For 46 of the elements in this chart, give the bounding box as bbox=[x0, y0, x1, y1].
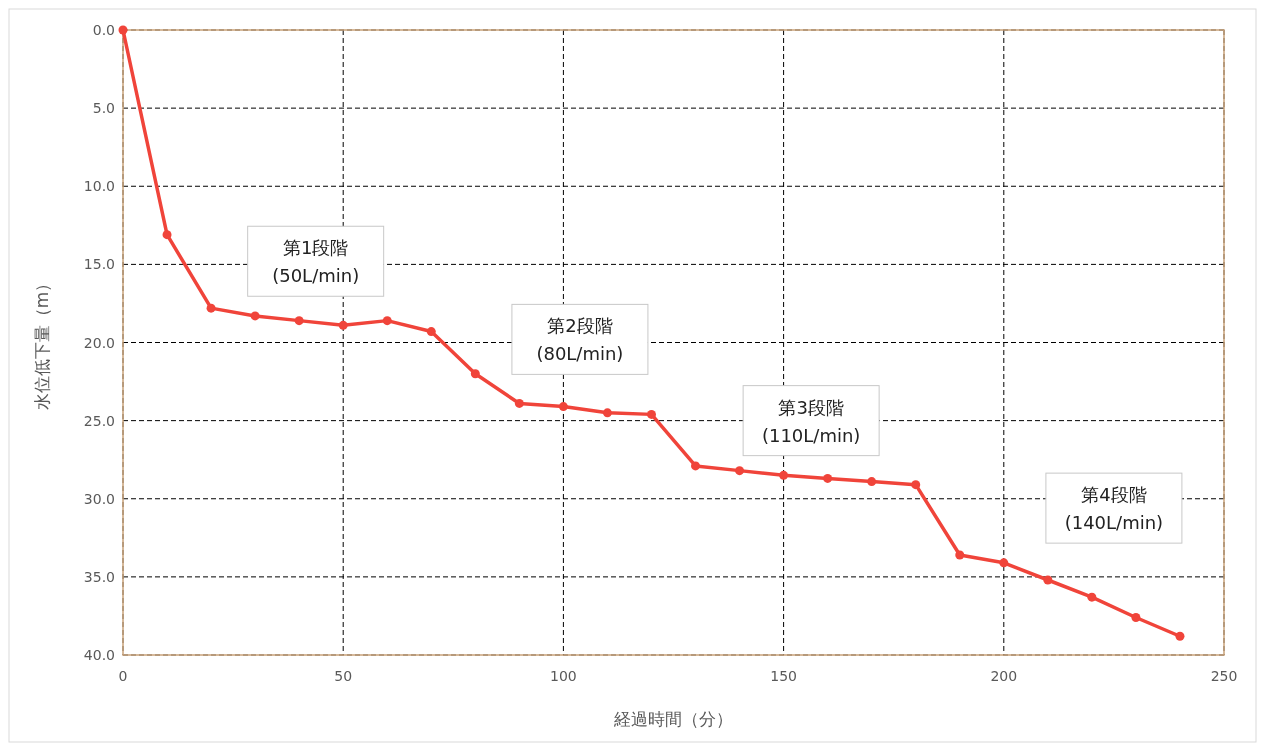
annotation: 第3段階 (110L/min) bbox=[761, 396, 861, 446]
y-tick-label: 0.0 bbox=[92, 22, 115, 38]
x-axis-title: 経過時間（分） bbox=[613, 709, 733, 729]
point bbox=[162, 230, 172, 240]
y-tick-label: 10.0 bbox=[83, 178, 115, 195]
point bbox=[1175, 631, 1185, 641]
point bbox=[250, 311, 260, 321]
point bbox=[823, 473, 833, 483]
point bbox=[1087, 592, 1097, 602]
y-tick-label: 15.0 bbox=[83, 256, 115, 273]
point bbox=[911, 480, 921, 490]
y-tick-label: 30.0 bbox=[83, 490, 115, 507]
x-tick-label: 50 bbox=[334, 668, 353, 684]
y-tick-label: 5.0 bbox=[92, 100, 115, 117]
y-tick-label: 20.0 bbox=[83, 334, 115, 351]
point bbox=[867, 477, 877, 487]
point bbox=[735, 466, 745, 476]
point bbox=[999, 558, 1009, 568]
point bbox=[338, 320, 348, 330]
y-tick-label: 35.0 bbox=[83, 568, 115, 585]
point bbox=[646, 409, 656, 419]
point bbox=[602, 408, 612, 418]
annotation: 第4段階 (140L/min) bbox=[1064, 484, 1164, 534]
point bbox=[118, 25, 128, 35]
y-tick-label: 40.0 bbox=[83, 647, 115, 663]
point bbox=[206, 303, 216, 313]
x-tick-label: 250 bbox=[1210, 668, 1238, 684]
point bbox=[558, 402, 568, 412]
point bbox=[514, 398, 524, 408]
point bbox=[955, 550, 965, 560]
x-tick-label: 0 bbox=[118, 668, 128, 684]
x-tick-label: 200 bbox=[990, 668, 1018, 684]
annotation: 第2段階 (80L/min) bbox=[536, 315, 624, 365]
point bbox=[1043, 575, 1053, 585]
annotation: 第1段階 (50L/min) bbox=[272, 237, 360, 287]
point bbox=[779, 470, 789, 480]
point bbox=[294, 316, 304, 326]
point bbox=[470, 369, 480, 379]
x-tick-label: 150 bbox=[770, 668, 797, 684]
x-tick-label: 100 bbox=[550, 668, 577, 684]
point bbox=[382, 316, 392, 326]
y-axis-title: 水位低下量（m） bbox=[32, 274, 52, 411]
point bbox=[691, 461, 701, 471]
y-tick-label: 25.0 bbox=[83, 412, 115, 429]
point bbox=[426, 327, 436, 337]
point bbox=[1131, 613, 1141, 622]
